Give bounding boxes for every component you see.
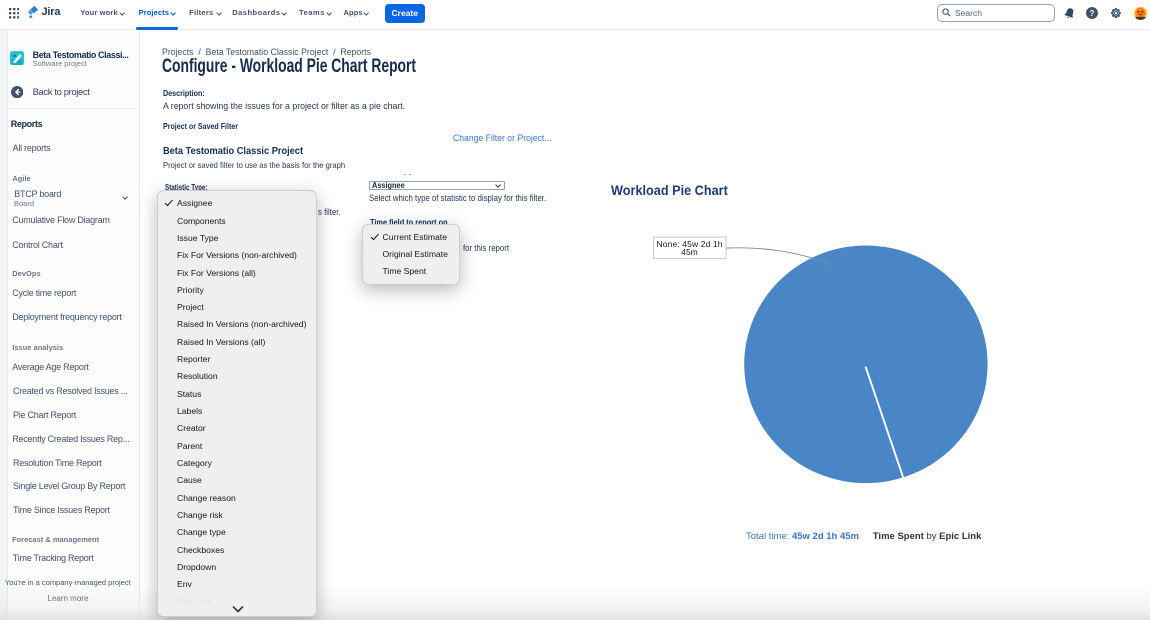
svg-text:?: ? <box>1090 9 1095 18</box>
